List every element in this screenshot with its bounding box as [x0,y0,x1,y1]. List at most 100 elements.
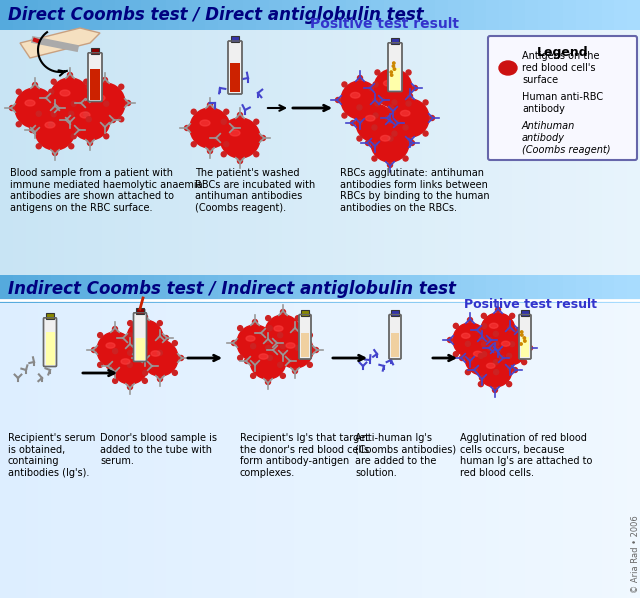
Bar [397,275,410,303]
Bar [410,275,422,303]
Circle shape [508,325,513,331]
Bar [154,0,166,30]
Bar [38,298,51,598]
Circle shape [375,101,380,106]
Bar [499,0,512,298]
Bar [461,275,474,303]
Bar [307,0,320,298]
Bar [230,275,243,303]
Bar [243,0,256,298]
Circle shape [520,331,523,333]
Bar [26,275,38,303]
Bar [333,298,346,598]
Circle shape [478,382,483,387]
Circle shape [127,332,132,338]
Bar [499,275,512,303]
Circle shape [527,346,532,350]
Bar [128,298,141,598]
Bar [486,275,499,303]
Bar [563,275,576,303]
Bar [550,298,563,598]
Bar [0,0,13,30]
Circle shape [403,125,408,130]
Circle shape [372,125,377,130]
Bar [602,0,614,30]
Circle shape [79,100,84,105]
Bar [230,0,243,298]
Circle shape [410,141,415,145]
Bar [384,0,397,298]
Circle shape [493,341,499,346]
Bar [538,275,550,303]
Ellipse shape [383,80,393,86]
Bar [90,298,102,598]
Circle shape [112,348,148,384]
Circle shape [127,362,132,367]
Bar [179,0,192,30]
Circle shape [515,328,520,332]
Bar [13,298,26,598]
Bar [614,298,627,598]
Bar [90,0,102,30]
Circle shape [493,388,497,392]
Ellipse shape [274,326,283,331]
Circle shape [35,110,75,150]
Bar [448,0,461,30]
Bar [346,298,358,598]
Bar [294,275,307,303]
Bar [474,0,486,30]
Bar [410,0,422,298]
Bar [166,0,179,30]
Circle shape [406,101,411,106]
Circle shape [85,83,125,123]
Circle shape [472,368,477,373]
Circle shape [358,75,362,81]
Bar [512,0,525,30]
Bar [128,275,141,303]
Bar [128,0,141,298]
Bar [391,310,399,316]
Bar [51,298,64,598]
Circle shape [10,105,15,111]
Circle shape [191,142,196,147]
Circle shape [268,326,273,331]
Bar [205,0,218,30]
Circle shape [476,328,481,332]
Bar [589,0,602,30]
Circle shape [52,105,58,109]
Circle shape [388,136,393,141]
Circle shape [157,334,163,340]
Bar [205,0,218,298]
Bar [333,275,346,303]
Bar [448,275,461,303]
Circle shape [523,337,525,339]
Circle shape [524,340,526,342]
Circle shape [224,142,228,147]
Circle shape [295,316,300,321]
Circle shape [493,370,499,374]
Circle shape [67,72,72,78]
Circle shape [280,310,285,315]
Circle shape [521,334,523,336]
Ellipse shape [60,90,70,96]
Circle shape [460,355,465,361]
Bar [521,337,529,357]
Circle shape [522,331,527,336]
Circle shape [373,113,378,118]
Bar [256,275,269,303]
Ellipse shape [25,100,35,106]
Circle shape [342,113,347,118]
Bar [474,0,486,298]
Circle shape [16,122,21,127]
Circle shape [387,118,392,124]
Text: Direct Coombs test / Direct antiglobulin test: Direct Coombs test / Direct antiglobulin… [8,6,424,24]
Circle shape [184,126,189,130]
Circle shape [493,359,499,365]
Circle shape [220,118,260,158]
Bar [231,36,239,42]
Circle shape [493,347,497,352]
Circle shape [253,319,257,325]
Circle shape [307,332,312,338]
Circle shape [453,323,487,357]
Circle shape [280,373,285,379]
